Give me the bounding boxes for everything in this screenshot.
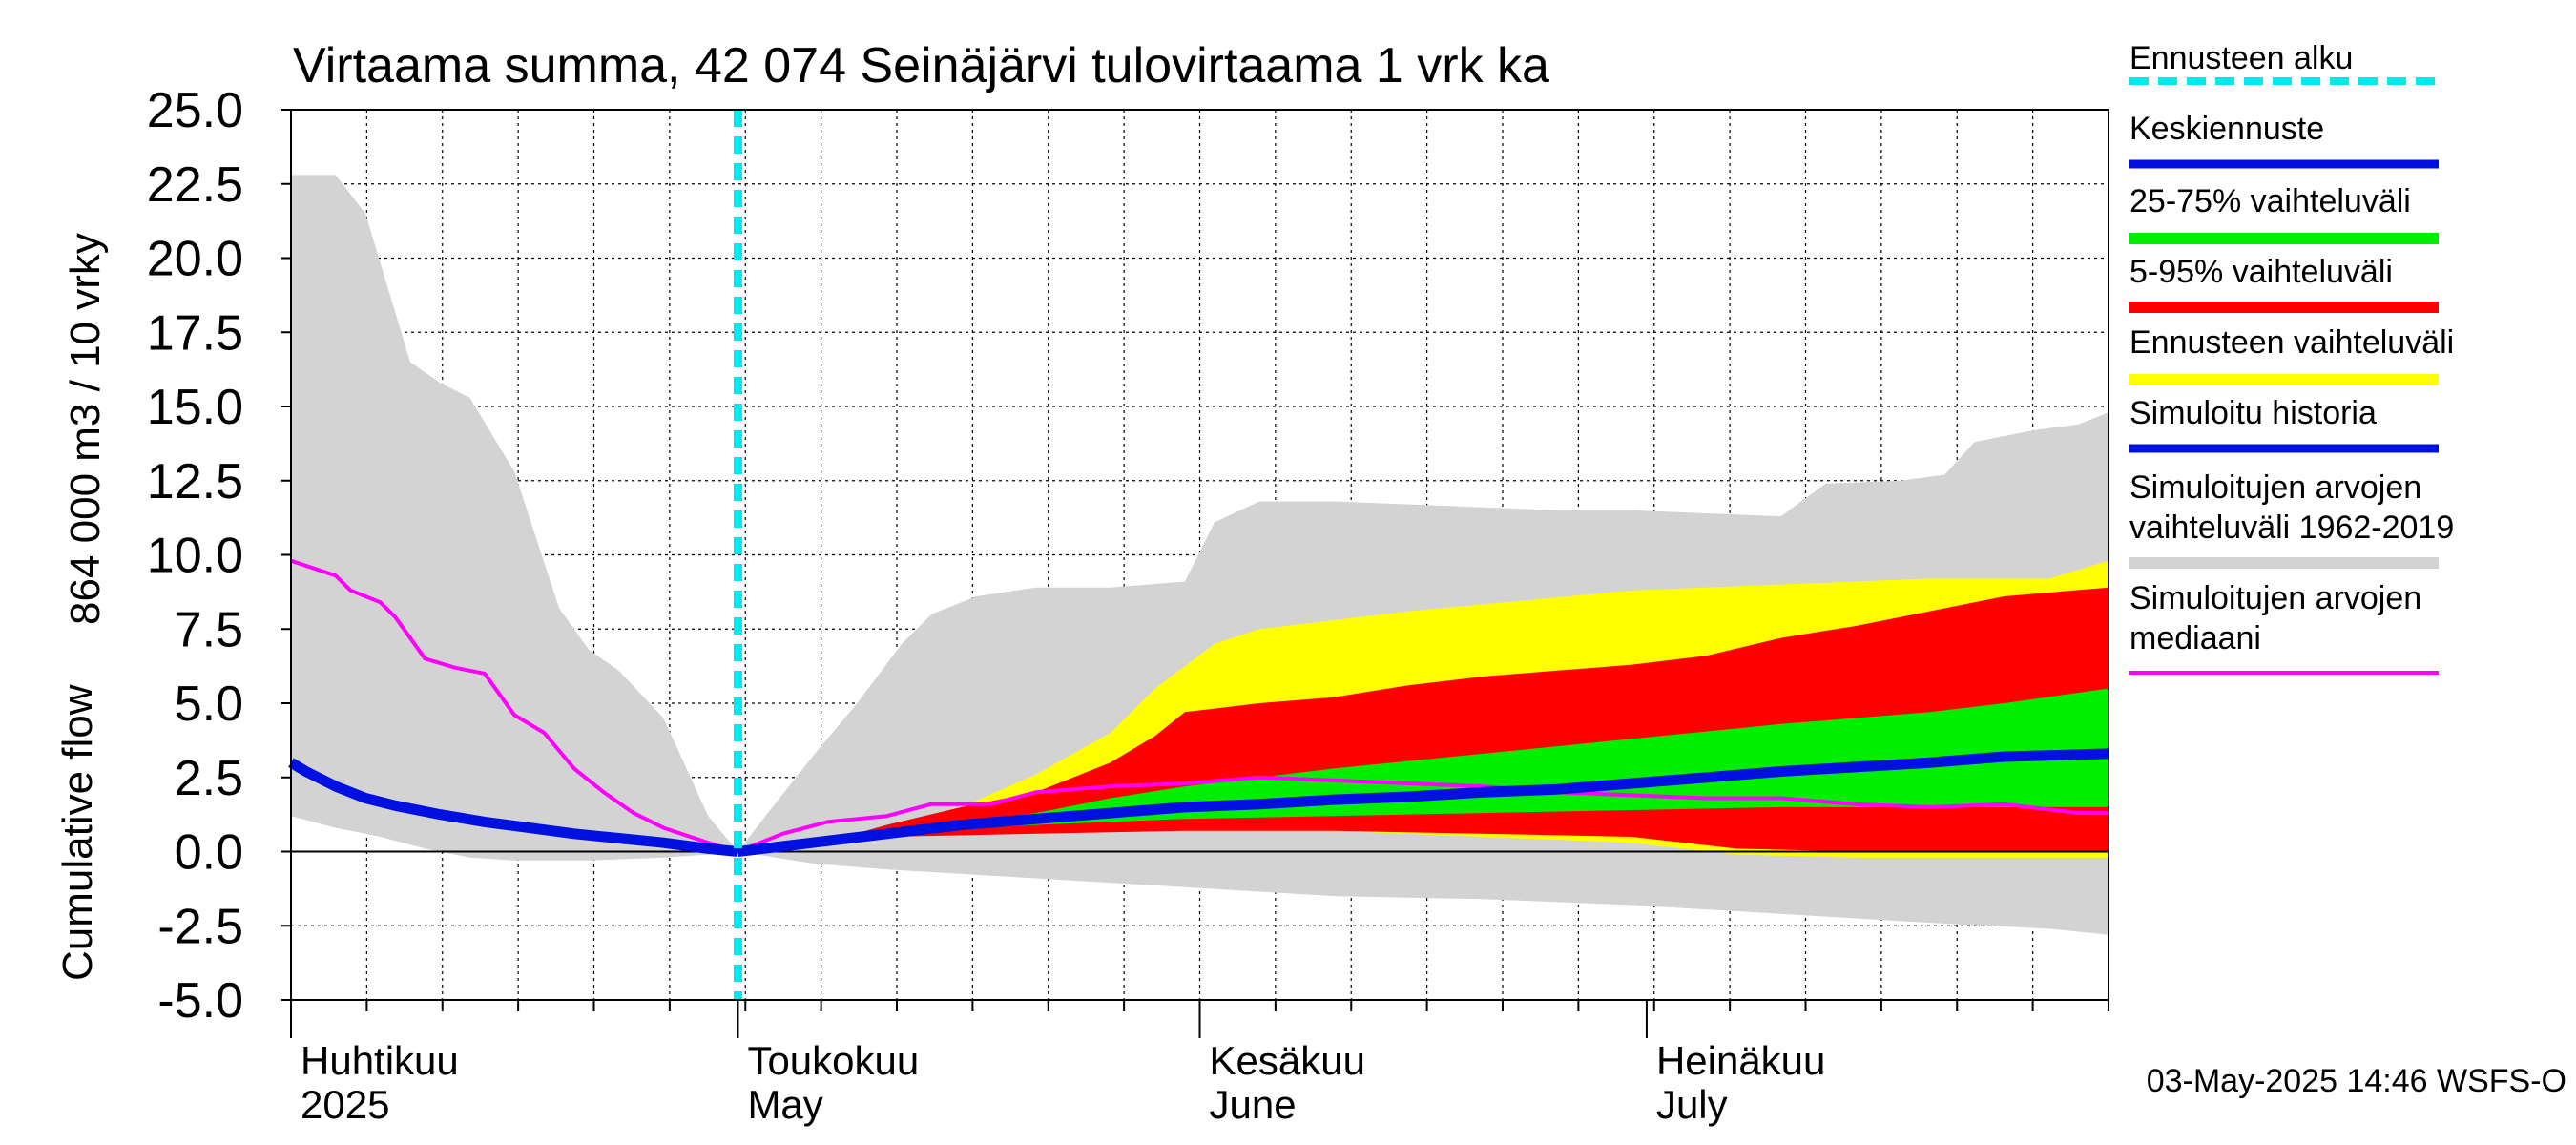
y-tick-label: 17.5 — [147, 305, 243, 361]
chart-title: Virtaama summa, 42 074 Seinäjärvi tulovi… — [293, 38, 1549, 94]
legend-label: 25-75% vaihteluväli — [2129, 183, 2411, 219]
legend-label: Ennusteen vaihteluväli — [2129, 324, 2454, 361]
legend-label: Simuloitu historia — [2129, 395, 2377, 431]
y-axis-label-line1: 864 000 m3 / 10 vrky — [62, 233, 109, 625]
legend-item: 5-95% vaihteluväli — [2129, 254, 2439, 313]
timestamp: 03-May-2025 14:46 WSFS-O — [2147, 1063, 2566, 1099]
hist-median-line — [290, 558, 2109, 854]
legend-label: Keskiennuste — [2129, 111, 2324, 147]
mean-forecast-line — [737, 748, 2109, 857]
y-axis: 25.0 22.5 20.0 17.5 15.0 12.5 10.0 7.5 5.0 2.5 0.0… — [147, 83, 291, 1029]
y-tick-label: -2.5 — [157, 899, 243, 954]
legend-item: Keskiennuste — [2129, 111, 2439, 169]
y-tick-label: 10.0 — [147, 529, 243, 584]
y-tick-label: 20.0 — [147, 232, 243, 287]
y-tick-label: 0.0 — [175, 825, 243, 881]
x-month-sublabel: June — [1210, 1082, 1297, 1127]
legend-item: Ennusteen vaihteluväli — [2129, 324, 2454, 385]
simulated-history-line — [288, 758, 738, 857]
y-tick-label: 5.0 — [175, 677, 243, 732]
x-month-sublabel: 2025 — [301, 1082, 389, 1127]
legend-item: Simuloitujen arvojen mediaani — [2129, 580, 2439, 675]
x-month-label: Toukokuu — [747, 1038, 919, 1083]
x-month-sublabel: July — [1656, 1082, 1728, 1127]
x-month-sublabel: May — [747, 1082, 822, 1127]
y-axis-label-line2: Cumulative flow — [54, 684, 101, 981]
x-month-label: Huhtikuu — [301, 1038, 459, 1083]
y-tick-label: 7.5 — [175, 602, 243, 657]
legend-label: 5-95% vaihteluväli — [2129, 254, 2393, 290]
legend-item: Simuloitu historia — [2129, 395, 2439, 453]
y-tick-label: 2.5 — [175, 751, 243, 806]
legend: Ennusteen alku Keskiennuste 25-75% vaihtel… — [2129, 40, 2454, 675]
y-tick-label: 22.5 — [147, 157, 243, 213]
y-tick-label: 25.0 — [147, 83, 243, 138]
y-tick-label: -5.0 — [157, 973, 243, 1029]
legend-label: Simuloitujen arvojen — [2129, 469, 2421, 506]
legend-label-2: vaihteluväli 1962-2019 — [2129, 510, 2454, 546]
legend-label: Simuloitujen arvojen — [2129, 580, 2421, 616]
legend-item: Ennusteen alku — [2129, 40, 2439, 85]
legend-label: Ennusteen alku — [2129, 40, 2353, 76]
y-tick-label: 12.5 — [147, 454, 243, 510]
y-axis-label: 864 000 m3 / 10 vrky Cumulative flow — [54, 233, 109, 981]
x-month-label: Kesäkuu — [1210, 1038, 1365, 1083]
plot-area — [288, 109, 2109, 1001]
legend-label-2: mediaani — [2129, 620, 2261, 656]
x-month-label: Heinäkuu — [1656, 1038, 1825, 1083]
legend-item: 25-75% vaihteluväli — [2129, 183, 2439, 244]
legend-item: Simuloitujen arvojen vaihteluväli 1962-20… — [2129, 469, 2454, 569]
y-tick-label: 15.0 — [147, 380, 243, 435]
